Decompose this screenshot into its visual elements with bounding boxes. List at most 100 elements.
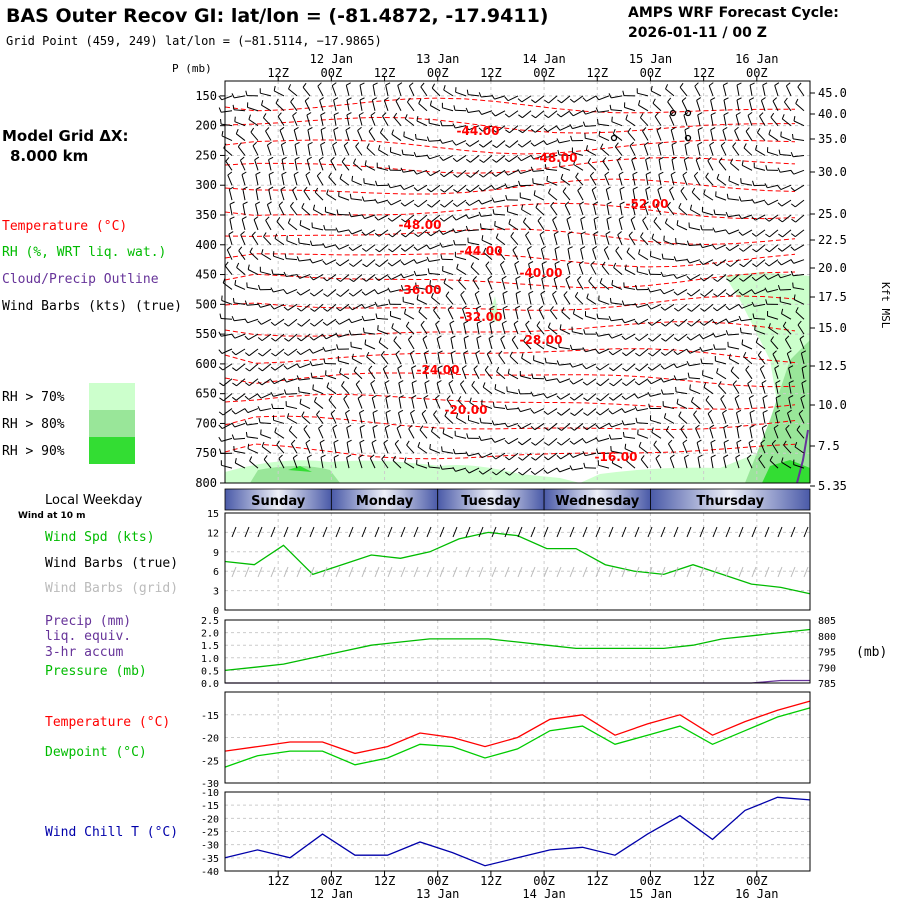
wind-barb-flag xyxy=(319,97,324,101)
wind-barb-staff xyxy=(288,318,298,327)
wind-barb-staff xyxy=(676,259,688,262)
wind-barb-flag xyxy=(608,434,612,440)
wind-barb-staff xyxy=(363,199,376,202)
wind-barb-staff xyxy=(312,389,324,395)
wind-barb-flag xyxy=(689,384,691,390)
wind-barb-flag xyxy=(592,245,598,250)
model-grid-label: Model Grid ΔX: xyxy=(2,127,129,145)
wind-barb-flag xyxy=(336,209,339,215)
wind-barb-staff xyxy=(553,234,558,245)
wind-barb-flag xyxy=(799,335,805,340)
wind-barb-flag xyxy=(468,249,471,255)
wind-barb-staff xyxy=(320,114,324,126)
wind-barb-staff xyxy=(650,90,662,97)
panel-tick-label: -35 xyxy=(201,854,219,865)
wind-barb-flag xyxy=(478,470,484,475)
wind-barb-flag xyxy=(579,260,584,265)
wind-barb-flag xyxy=(736,424,742,428)
wind-barb-flag xyxy=(310,372,313,378)
wind-barb-flag xyxy=(710,439,716,443)
forecast-cycle-label: AMPS WRF Forecast Cycle: xyxy=(628,5,839,21)
wind-barb-flag xyxy=(583,462,586,468)
wind-barb-flag xyxy=(693,171,699,177)
wind-barb-flag xyxy=(443,85,446,91)
wind-barb-flag xyxy=(257,381,263,386)
wind-barb-flag xyxy=(625,114,628,120)
weekday-label: Thursday xyxy=(696,494,764,509)
wind-barb-staff xyxy=(770,340,779,350)
wind-barb-flag xyxy=(530,426,536,431)
wind-barb-staff xyxy=(749,427,753,439)
wind-barb-staff xyxy=(482,184,493,192)
wind-barb-flag xyxy=(504,456,510,461)
wind-speed-line xyxy=(224,531,811,595)
wind-barb-flag xyxy=(736,439,742,443)
wind-barb-staff xyxy=(730,274,740,282)
panel-tick-label: 12 xyxy=(207,528,219,539)
wind-barb-staff xyxy=(554,248,558,260)
wind-barb-staff xyxy=(358,114,363,126)
wind-barb-staff xyxy=(636,422,649,424)
wind-chill-line xyxy=(224,796,811,867)
wind-barb-staff xyxy=(571,348,584,351)
wind-barb-flag xyxy=(270,321,276,326)
wind-barb-staff xyxy=(650,393,662,397)
wind-barb-staff xyxy=(280,144,285,156)
wind-barb-flag xyxy=(556,378,561,383)
wind-barb-staff xyxy=(379,244,389,253)
wind-barb-flag xyxy=(686,258,690,264)
wind-barb-staff xyxy=(693,175,701,186)
wind-barb-staff xyxy=(690,274,701,281)
wind-barb-flag xyxy=(274,233,278,239)
wind-barb-staff xyxy=(496,140,506,148)
wind-barb-staff xyxy=(559,125,571,131)
wind-barb-flag xyxy=(648,352,653,357)
wind-barb-flag xyxy=(400,260,405,266)
temperature-contour-label: -44.00 xyxy=(460,244,503,258)
wind-barb-flag xyxy=(635,352,640,357)
wind-barb-flag xyxy=(249,456,253,462)
wind-barb-flag xyxy=(478,127,483,132)
wind-barb-flag xyxy=(583,329,586,335)
wind-barb-flag xyxy=(398,380,404,384)
wind-barb-staff xyxy=(586,95,597,102)
wind-barb-flag xyxy=(655,201,661,206)
wind-barb-flag xyxy=(703,382,707,388)
wind-barb-staff xyxy=(364,164,376,171)
wind-barb-staff xyxy=(496,155,506,163)
wind-barb-flag xyxy=(567,260,572,265)
wind-barb-flag xyxy=(676,220,679,226)
wind-barb-staff xyxy=(709,427,714,439)
wind-barb-flag xyxy=(550,201,555,207)
wind-barb-flag xyxy=(473,365,478,370)
wind-barb-flag xyxy=(570,426,575,431)
wind-barb-flag xyxy=(552,290,557,295)
wind-barb-flag xyxy=(388,233,393,238)
wind-barb-flag xyxy=(530,470,536,475)
wind-barb-flag xyxy=(667,97,672,103)
wind-barb-flag xyxy=(608,93,612,99)
wind-barb-flag xyxy=(658,156,664,160)
wind-barb-staff xyxy=(346,442,350,454)
wind-barb-staff xyxy=(234,333,246,339)
wind-barb-flag xyxy=(241,171,247,176)
wind-barb-flag xyxy=(557,99,562,104)
wind-barb-staff xyxy=(262,348,272,357)
wind-barb-staff xyxy=(500,338,506,350)
wind-barb-flag xyxy=(647,366,653,371)
wind-barb-staff xyxy=(346,114,350,126)
temperature-contour xyxy=(224,295,796,311)
wind-barb-staff xyxy=(732,146,740,156)
wind-barb-staff xyxy=(665,333,675,342)
wind-barb-staff xyxy=(330,413,337,424)
wind-barb-staff xyxy=(353,370,363,380)
wind-barb-flag xyxy=(426,136,430,142)
wind-barb-flag xyxy=(644,141,649,146)
wind-barb-flag xyxy=(322,346,326,352)
wind-barb-staff xyxy=(365,229,376,236)
wind-barb-staff xyxy=(670,129,675,141)
wind-barb-flag xyxy=(751,301,755,307)
wind-barb-staff xyxy=(691,401,701,409)
wind-barb-staff xyxy=(794,199,805,208)
wind-barb-staff xyxy=(221,110,233,113)
